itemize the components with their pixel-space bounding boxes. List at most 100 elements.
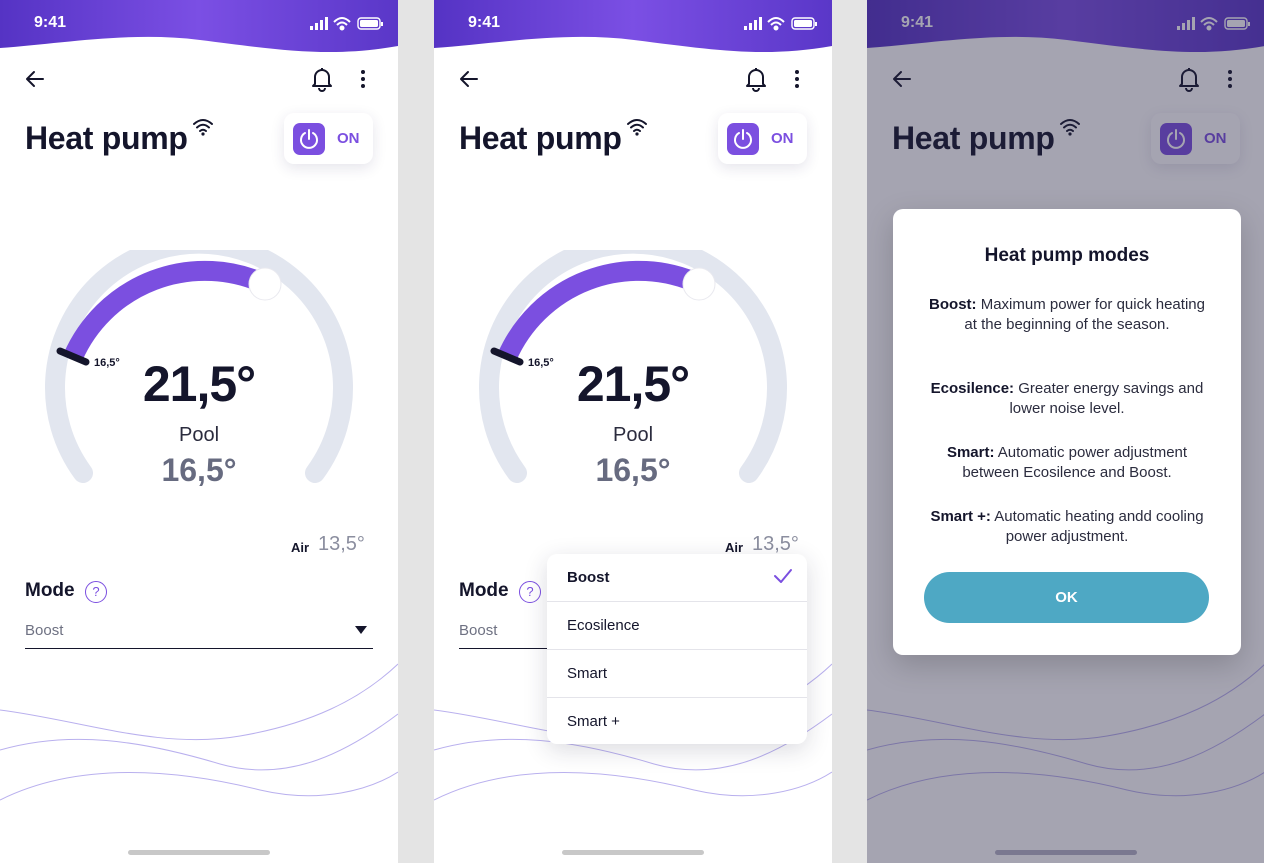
target-temperature: 21,5°	[142, 356, 256, 412]
bell-icon[interactable]	[311, 66, 333, 92]
gauge-sub-label: Pool	[612, 424, 654, 446]
phone-screen-modal: 9:41 Heat pump ON Heat pump modes Boost:…	[867, 0, 1264, 863]
status-bar: 9:41	[0, 0, 398, 70]
mode-description-smart-plus: Smart +: Automatic heating andd cooling …	[923, 507, 1211, 547]
mode-text: Automatic heating andd cooling power adj…	[994, 508, 1204, 545]
gauge-fill	[497, 260, 704, 362]
wifi-icon	[627, 119, 647, 136]
header-wave	[867, 0, 1264, 52]
gauge-track	[479, 250, 787, 483]
status-icons	[1177, 17, 1250, 31]
background-waves	[867, 664, 1264, 801]
signal-icon	[744, 17, 762, 30]
gauge-min-marker	[490, 347, 524, 366]
bell-icon[interactable]	[1178, 66, 1200, 92]
mode-help-icon[interactable]: ?	[85, 581, 107, 603]
gauge-min-label: 16,5°	[528, 357, 554, 369]
mode-name: Ecosilence:	[930, 380, 1015, 397]
mode-select-value: Boost	[25, 622, 64, 639]
header-wave	[434, 0, 832, 53]
back-arrow-icon[interactable]	[24, 68, 46, 90]
mode-label: Mode	[25, 580, 75, 601]
gauge-min-label: 16,5°	[94, 357, 120, 369]
dropdown-option-label: Ecosilence	[567, 617, 640, 634]
signal-icon	[310, 17, 328, 30]
signal-icon	[1177, 17, 1195, 30]
dropdown-option-boost[interactable]: Boost	[547, 554, 807, 602]
power-label: ON	[771, 130, 794, 147]
more-vertical-icon[interactable]	[1223, 68, 1237, 90]
mode-description-smart: Smart: Automatic power adjustment betwee…	[923, 443, 1211, 483]
mode-text: Maximum power for quick heating at the b…	[964, 296, 1205, 333]
dropdown-option-label: Boost	[567, 569, 610, 586]
status-time: 9:41	[34, 14, 67, 31]
power-icon	[727, 123, 759, 155]
mode-select[interactable]: Boost	[25, 614, 373, 649]
phone-screen-dropdown: 9:41 Heat pump ON 16,5° 21,5° Pool 16,5°…	[434, 0, 832, 863]
target-temperature: 21,5°	[576, 356, 690, 412]
status-icons	[744, 17, 817, 31]
modes-info-modal: Heat pump modes Boost: Maximum power for…	[893, 209, 1241, 655]
gauge-min-marker	[56, 347, 90, 366]
wifi-icon	[193, 119, 213, 136]
wifi-status-icon	[767, 17, 785, 31]
temperature-gauge[interactable]	[0, 250, 398, 490]
current-temperature: 16,5°	[595, 452, 671, 488]
status-time: 9:41	[901, 14, 934, 31]
bell-icon[interactable]	[745, 66, 767, 92]
page-title: Heat pump	[459, 120, 622, 156]
dropdown-option-smart-plus[interactable]: Smart +	[547, 698, 807, 744]
dropdown-arrow-icon	[355, 626, 367, 634]
home-indicator	[995, 850, 1137, 855]
modal-title: Heat pump modes	[984, 245, 1150, 266]
power-toggle[interactable]: ON	[718, 113, 807, 164]
power-icon	[1160, 123, 1192, 155]
dropdown-option-smart[interactable]: Smart	[547, 650, 807, 698]
power-toggle[interactable]: ON	[284, 113, 373, 164]
mode-help-icon[interactable]: ?	[519, 581, 541, 603]
air-value: 13,5°	[318, 533, 365, 555]
air-label: Air	[291, 540, 310, 555]
gauge-handle[interactable]	[248, 267, 282, 301]
home-indicator	[128, 850, 270, 855]
mode-description-ecosilence: Ecosilence: Greater energy savings and l…	[923, 379, 1211, 419]
dropdown-option-ecosilence[interactable]: Ecosilence	[547, 602, 807, 650]
more-vertical-icon[interactable]	[790, 68, 804, 90]
gauge-sub-label: Pool	[178, 424, 220, 446]
temperature-gauge[interactable]	[434, 250, 832, 490]
status-bar: 9:41	[434, 0, 832, 70]
wifi-icon	[1060, 119, 1080, 136]
dropdown-option-label: Smart +	[567, 713, 620, 730]
back-arrow-icon[interactable]	[458, 68, 480, 90]
gauge-handle[interactable]	[682, 267, 716, 301]
battery-icon	[357, 17, 383, 30]
mode-text: Automatic power adjustment between Ecosi…	[962, 444, 1188, 481]
air-value: 13,5°	[752, 533, 799, 555]
battery-icon	[1224, 17, 1250, 30]
phone-screen-main: 9:41 Heat pump ON 16,5° 21,5° Pool 16,5°…	[0, 0, 398, 863]
power-label: ON	[337, 130, 360, 147]
status-time: 9:41	[468, 14, 501, 31]
check-icon	[774, 569, 792, 583]
mode-name: Boost:	[929, 296, 977, 313]
mode-name: Smart:	[946, 444, 995, 461]
mode-select-value: Boost	[459, 622, 498, 639]
mode-description-boost: Boost: Maximum power for quick heating a…	[923, 295, 1211, 335]
ok-button[interactable]: OK	[924, 572, 1209, 623]
power-icon	[293, 123, 325, 155]
header-wave	[0, 0, 398, 53]
mode-dropdown-menu: Boost Ecosilence Smart Smart +	[547, 554, 807, 744]
power-toggle[interactable]: ON	[1151, 113, 1240, 164]
back-arrow-icon[interactable]	[891, 68, 913, 90]
power-label: ON	[1204, 130, 1227, 147]
home-indicator	[562, 850, 704, 855]
gauge-fill	[63, 260, 270, 362]
page-title: Heat pump	[25, 120, 188, 156]
air-label: Air	[725, 540, 744, 555]
background-waves	[0, 663, 398, 801]
page-title: Heat pump	[892, 120, 1055, 156]
battery-icon	[791, 17, 817, 30]
more-vertical-icon[interactable]	[356, 68, 370, 90]
mode-label: Mode	[459, 580, 509, 601]
mode-text: Greater energy savings and lower noise l…	[1009, 380, 1204, 417]
